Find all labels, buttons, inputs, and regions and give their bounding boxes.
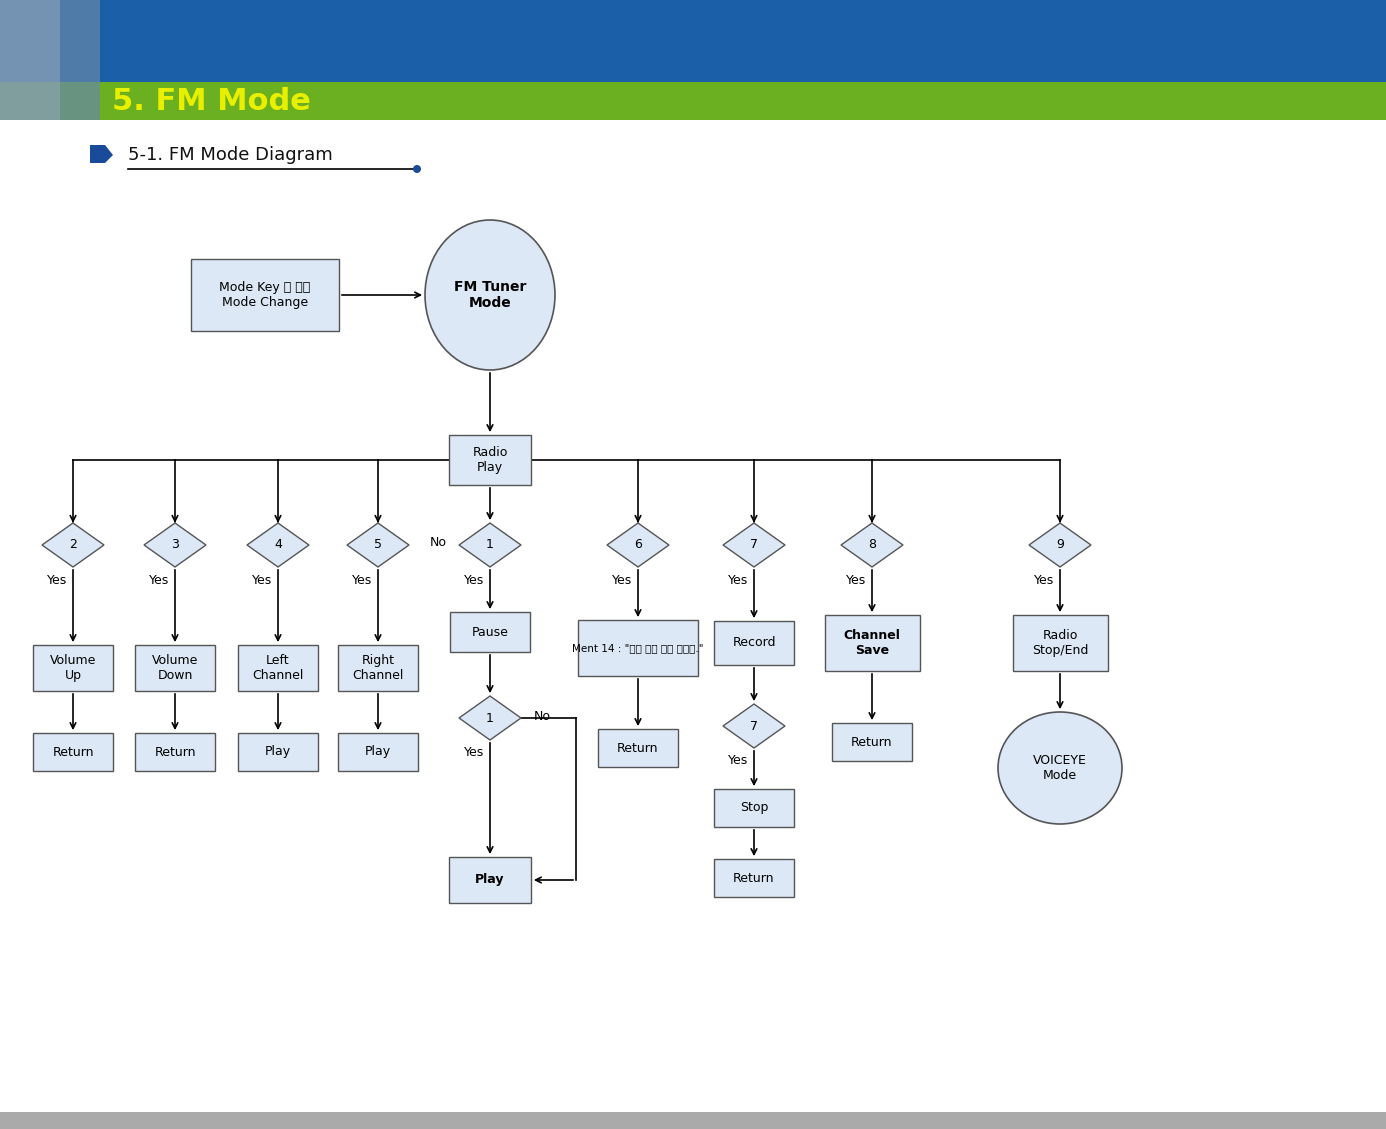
Text: Return: Return (851, 735, 893, 749)
FancyBboxPatch shape (825, 615, 919, 671)
FancyBboxPatch shape (714, 621, 794, 665)
FancyBboxPatch shape (134, 645, 215, 691)
Text: Channel
Save: Channel Save (844, 629, 901, 657)
Text: 8: 8 (868, 539, 876, 551)
Text: 6: 6 (633, 539, 642, 551)
Text: No: No (430, 536, 446, 550)
Text: 1: 1 (486, 539, 493, 551)
Text: 5: 5 (374, 539, 383, 551)
Text: Volume
Down: Volume Down (152, 654, 198, 682)
Text: Left
Channel: Left Channel (252, 654, 304, 682)
Text: Yes: Yes (728, 574, 748, 586)
Text: Return: Return (617, 742, 658, 754)
Text: Return: Return (733, 872, 775, 884)
Text: Play: Play (265, 745, 291, 759)
FancyBboxPatch shape (338, 645, 419, 691)
Polygon shape (1028, 523, 1091, 567)
Text: 7: 7 (750, 719, 758, 733)
Text: 5-1. FM Mode Diagram: 5-1. FM Mode Diagram (128, 146, 333, 164)
Text: Pause: Pause (471, 625, 509, 639)
Text: Radio
Stop/End: Radio Stop/End (1031, 629, 1088, 657)
Text: 2: 2 (69, 539, 78, 551)
Text: Return: Return (154, 745, 195, 759)
FancyBboxPatch shape (238, 645, 317, 691)
Text: Yes: Yes (611, 574, 632, 586)
FancyBboxPatch shape (449, 857, 531, 903)
Text: Return: Return (53, 745, 94, 759)
Polygon shape (247, 523, 309, 567)
FancyBboxPatch shape (0, 0, 60, 120)
FancyBboxPatch shape (191, 259, 340, 331)
Text: 1: 1 (486, 711, 493, 725)
FancyBboxPatch shape (0, 1112, 1386, 1129)
Polygon shape (90, 145, 114, 163)
Text: Yes: Yes (464, 746, 484, 760)
FancyBboxPatch shape (33, 645, 114, 691)
FancyBboxPatch shape (1013, 615, 1107, 671)
Text: Yes: Yes (845, 574, 866, 586)
Ellipse shape (998, 712, 1123, 824)
FancyBboxPatch shape (0, 82, 1386, 120)
Text: Yes: Yes (47, 574, 67, 586)
FancyBboxPatch shape (449, 435, 531, 485)
Text: Volume
Up: Volume Up (50, 654, 96, 682)
Text: Yes: Yes (148, 574, 169, 586)
Polygon shape (723, 704, 784, 749)
Text: Play: Play (365, 745, 391, 759)
Text: Yes: Yes (464, 574, 484, 586)
Text: Record: Record (732, 637, 776, 649)
Text: Play: Play (475, 874, 505, 886)
FancyBboxPatch shape (578, 620, 699, 676)
Polygon shape (723, 523, 784, 567)
FancyBboxPatch shape (832, 723, 912, 761)
FancyBboxPatch shape (714, 789, 794, 828)
Text: FM Tuner
Mode: FM Tuner Mode (453, 280, 527, 310)
Ellipse shape (426, 220, 554, 370)
Text: Radio
Play: Radio Play (473, 446, 507, 474)
FancyBboxPatch shape (33, 733, 114, 771)
FancyBboxPatch shape (238, 733, 317, 771)
Polygon shape (144, 523, 207, 567)
Text: 4: 4 (274, 539, 281, 551)
Polygon shape (346, 523, 409, 567)
Text: Right
Channel: Right Channel (352, 654, 403, 682)
Polygon shape (607, 523, 669, 567)
Text: Yes: Yes (1034, 574, 1055, 586)
Text: Ment 14 : "오전 몇시 몇분 입니다.": Ment 14 : "오전 몇시 몇분 입니다." (572, 644, 704, 653)
FancyBboxPatch shape (714, 859, 794, 898)
Text: 5. FM Mode: 5. FM Mode (112, 87, 310, 115)
FancyBboxPatch shape (338, 733, 419, 771)
Text: Yes: Yes (352, 574, 371, 586)
Text: VOICEYE
Mode: VOICEYE Mode (1033, 754, 1087, 782)
FancyBboxPatch shape (450, 612, 529, 653)
Text: Stop: Stop (740, 802, 768, 814)
Circle shape (413, 165, 421, 173)
Text: 9: 9 (1056, 539, 1064, 551)
Text: 3: 3 (170, 539, 179, 551)
Polygon shape (459, 523, 521, 567)
FancyBboxPatch shape (0, 0, 100, 120)
Text: 7: 7 (750, 539, 758, 551)
Polygon shape (42, 523, 104, 567)
Text: Yes: Yes (252, 574, 272, 586)
FancyBboxPatch shape (597, 729, 678, 767)
FancyBboxPatch shape (0, 0, 1386, 82)
Polygon shape (459, 695, 521, 739)
Text: No: No (534, 709, 550, 723)
Polygon shape (841, 523, 904, 567)
FancyBboxPatch shape (134, 733, 215, 771)
Text: Yes: Yes (728, 754, 748, 768)
Text: Mode Key 에 의한
Mode Change: Mode Key 에 의한 Mode Change (219, 281, 310, 309)
